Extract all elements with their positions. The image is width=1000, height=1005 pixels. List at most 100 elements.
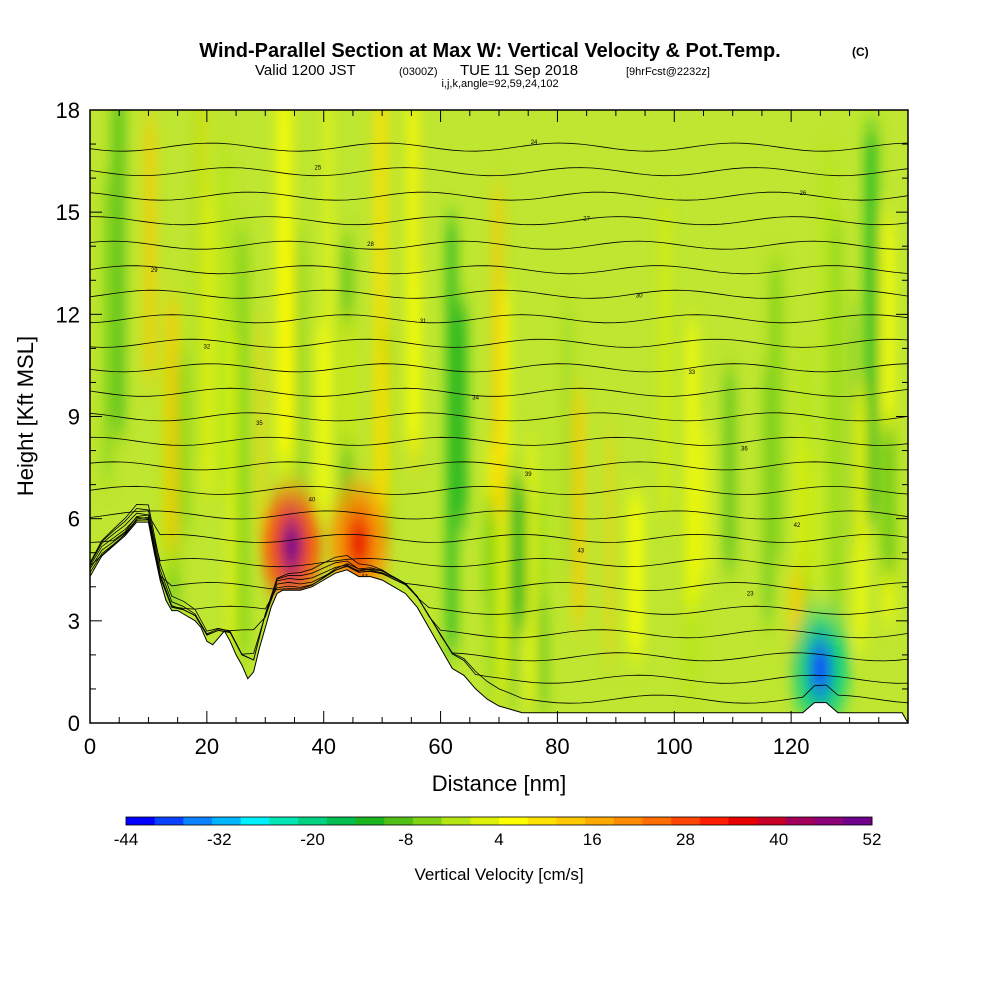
velocity-streak: [565, 308, 571, 578]
theta-contour: [90, 516, 908, 568]
y-tick-label: 3: [68, 609, 80, 634]
colorbar-segment: [785, 817, 816, 825]
velocity-streak: [325, 110, 331, 419]
velocity-streak: [701, 430, 708, 580]
theta-contour-label: 26: [799, 191, 806, 197]
y-tick-label: 9: [68, 405, 80, 430]
colorbar-tick-label: 28: [676, 830, 695, 849]
colorbar-tick-label: -20: [300, 830, 325, 849]
theta-contour: [90, 314, 908, 324]
colorbar-frame: [125, 816, 873, 826]
theta-contour-label: 25: [315, 166, 322, 172]
velocity-streak: [277, 110, 292, 462]
colorbar-segment: [470, 817, 500, 825]
velocity-streak: [342, 320, 354, 445]
theta-contour: [90, 142, 908, 152]
velocity-streak: [483, 502, 495, 607]
colorbar-segment: [728, 817, 758, 825]
velocity-streak: [297, 232, 305, 508]
colorbar-segment: [326, 817, 357, 825]
colorbar-segment: [183, 817, 213, 825]
velocity-extreme-core: [281, 519, 302, 572]
x-tick-label: 120: [773, 734, 810, 759]
theta-contour-label: 36: [741, 447, 748, 453]
theta-contour-label: 29: [151, 268, 158, 274]
colorbar-segment: [154, 817, 184, 825]
y-tick-label: 15: [56, 200, 80, 225]
colorbar-segment: [298, 817, 328, 825]
y-tick-label: 0: [68, 711, 80, 736]
theta-contour-label: 27: [583, 217, 590, 223]
velocity-streak: [528, 442, 534, 703]
colorbar-segment: [441, 817, 471, 825]
x-tick-label: 100: [656, 734, 693, 759]
velocity-streak: [539, 452, 548, 597]
colorbar-segment: [412, 817, 443, 825]
colorbar-segment: [843, 817, 873, 825]
x-axis-label: Distance [nm]: [432, 771, 567, 796]
velocity-streak: [453, 305, 468, 523]
velocity-streak: [374, 110, 388, 509]
theta-contour: [90, 514, 908, 543]
theta-contour-label: 28: [367, 242, 374, 248]
theta-contour-label: 24: [531, 140, 538, 146]
velocity-streak: [661, 206, 669, 517]
colorbar-segment: [699, 817, 730, 825]
chart-valid-time: Valid 1200 JST (0300Z) TUE 11 Sep 2018 […: [255, 62, 710, 79]
velocity-streak: [229, 331, 235, 647]
theta-contour: [90, 412, 908, 422]
velocity-extreme-core: [810, 642, 831, 695]
velocity-streak: [412, 273, 420, 437]
colorbar-segment: [757, 817, 787, 825]
velocity-streak: [809, 457, 816, 589]
theta-contour: [90, 508, 908, 684]
colorbar-segment: [814, 817, 844, 825]
colorbar-segment: [212, 817, 242, 825]
velocity-streak: [111, 110, 125, 432]
velocity-streak: [804, 451, 811, 639]
velocity-streak: [201, 191, 216, 495]
velocity-streak: [317, 328, 330, 510]
colorbar-segment: [384, 817, 414, 825]
colorbar-tick-label: -44: [114, 830, 139, 849]
theta-contour-label: 39: [525, 472, 532, 478]
x-tick-label: 40: [311, 734, 335, 759]
theta-contour: [90, 387, 908, 397]
x-tick-label: 0: [84, 734, 96, 759]
theta-contour: [90, 265, 908, 275]
colorbar-segment: [240, 817, 270, 825]
theta-contour: [90, 363, 908, 373]
chart-title: Wind-Parallel Section at Max W: Vertical…: [199, 40, 780, 62]
theta-contour: [90, 240, 908, 250]
velocity-streak: [507, 467, 514, 703]
colorbar: -44 -32 -20 -8 4 16 28 40 52: [114, 816, 882, 849]
colorbar-segment: [671, 817, 701, 825]
theta-contour: [90, 289, 908, 299]
colorbar-tick-label: -32: [207, 830, 232, 849]
colorbar-tick-label: 40: [769, 830, 788, 849]
chart-params: i,j,k,angle=92,59,24,102: [441, 78, 558, 90]
theta-contour: [90, 167, 908, 177]
velocity-streak: [234, 232, 249, 655]
colorbar-tick-label: 52: [863, 830, 882, 849]
plot-area: 3844434240393635343332313029282726252423: [90, 110, 908, 723]
y-tick-label: 6: [68, 507, 80, 532]
velocity-streak: [865, 128, 878, 524]
theta-contour-label: 34: [472, 395, 479, 401]
velocity-streak: [493, 187, 503, 521]
colorbar-segment: [269, 817, 299, 825]
velocity-streak: [144, 120, 155, 378]
y-axis-label: Height [Kft MSL]: [13, 336, 38, 496]
colorbar-segment: [527, 817, 557, 825]
velocity-streak: [218, 146, 230, 487]
theta-contour-label: 43: [577, 549, 584, 555]
velocity-streak: [850, 306, 856, 549]
velocity-streak: [180, 353, 190, 533]
velocity-streak: [628, 495, 643, 656]
theta-contour-label: 40: [309, 498, 316, 504]
velocity-streak: [798, 445, 807, 566]
velocity-streak: [831, 223, 841, 620]
velocity-streak: [573, 392, 584, 623]
